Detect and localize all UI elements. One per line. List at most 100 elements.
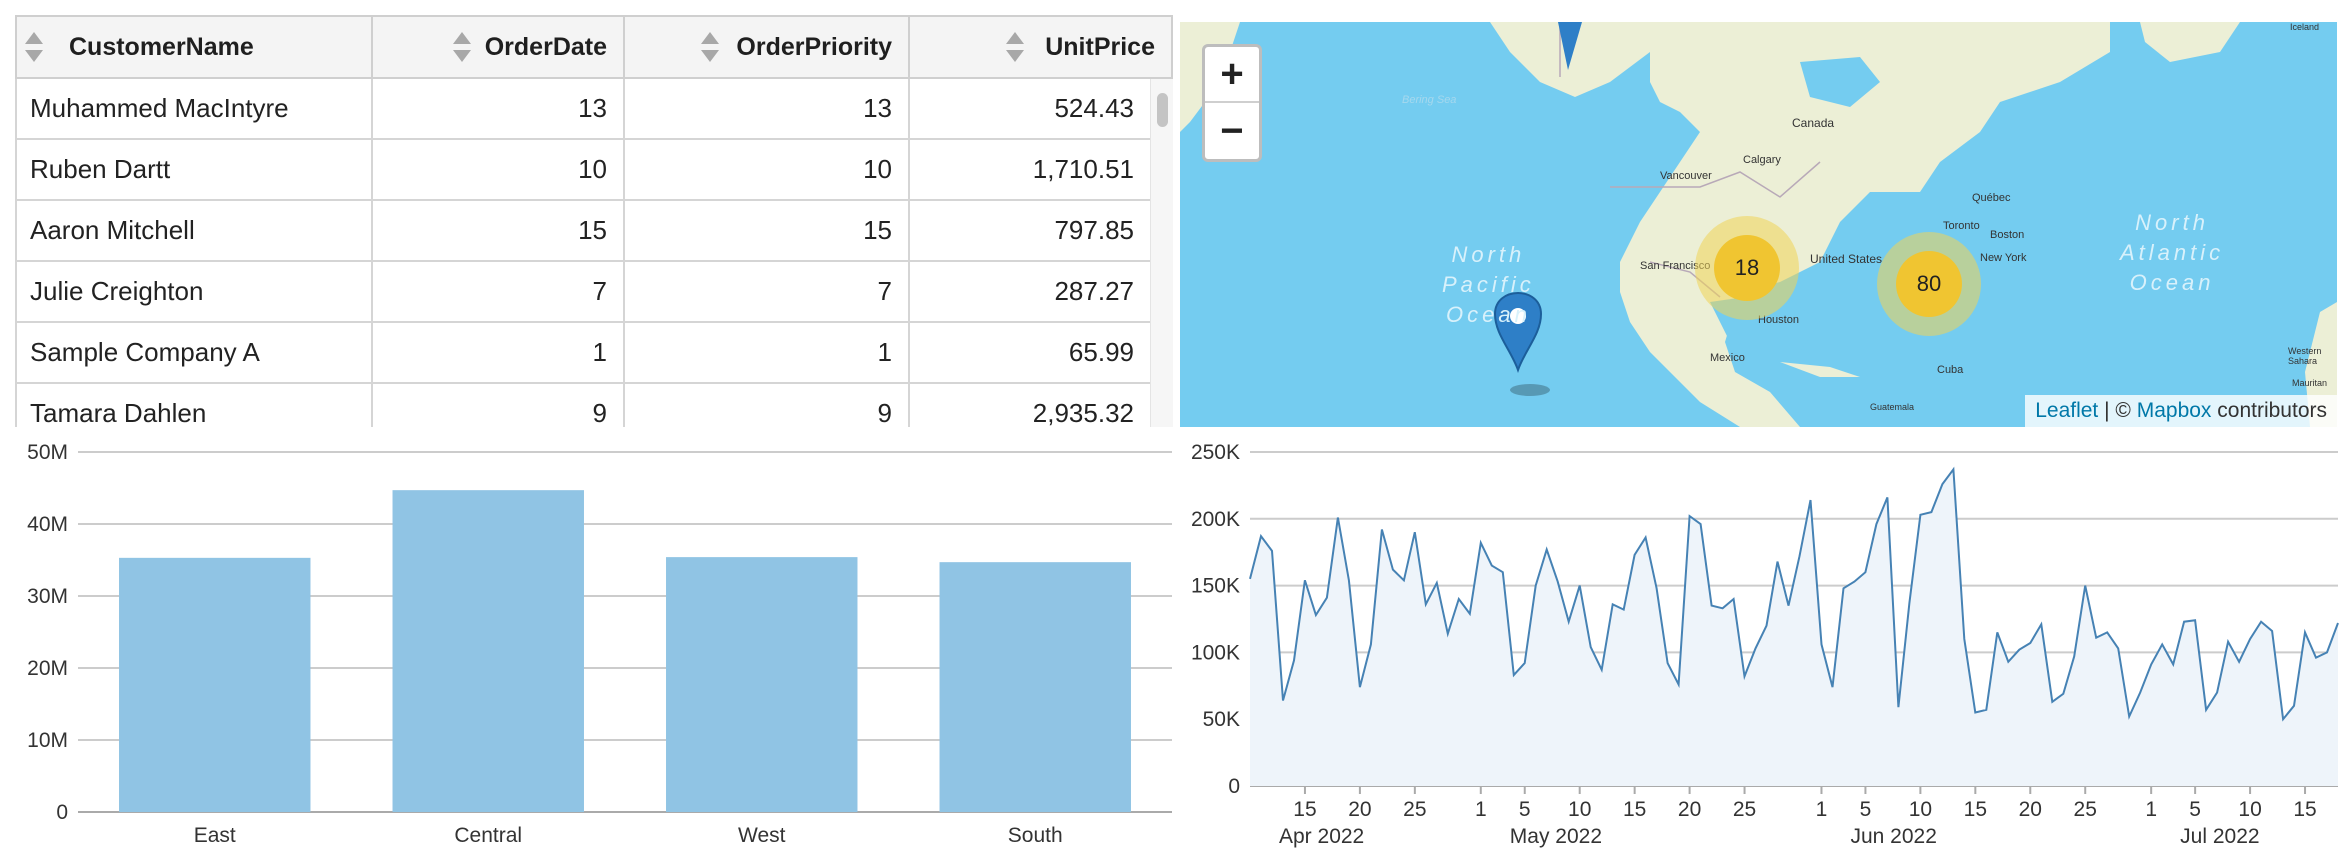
ocean-label: North Atlantic Ocean xyxy=(2120,210,2225,295)
x-tick-label: 5 xyxy=(2189,798,2201,821)
bar xyxy=(939,562,1131,812)
cell-orderpriority: 1 xyxy=(625,323,910,382)
bar xyxy=(392,490,584,812)
cluster-count: 18 xyxy=(1714,235,1780,301)
cell-orderdate: 13 xyxy=(373,79,625,138)
cell-unitprice: 287.27 xyxy=(1054,276,1134,306)
bar-chart: 0 10M 20M 30M 40M 50M East Central West South xyxy=(0,432,1175,866)
x-tick-label: East xyxy=(194,824,236,847)
y-tick-label: 20M xyxy=(27,657,68,680)
attribution-sep: | © xyxy=(2098,399,2137,422)
table-row[interactable]: Tamara Dahlen 9 9 2,935.32 xyxy=(15,384,1150,427)
cell-customername: Tamara Dahlen xyxy=(17,384,373,427)
zoom-in-button[interactable]: + xyxy=(1205,47,1259,103)
place-label: Guatemala xyxy=(1870,402,1915,412)
marker-cluster[interactable]: 18 xyxy=(1695,216,1799,320)
cell-unitprice: 524.43 xyxy=(1054,93,1134,123)
place-label: Western Sahara xyxy=(2288,346,2322,366)
cell-orderpriority: 13 xyxy=(625,79,910,138)
x-tick-label: West xyxy=(738,824,786,847)
y-tick-label: 50M xyxy=(27,441,68,464)
place-label: Mauritan xyxy=(2292,378,2328,388)
place-label: Cuba xyxy=(1937,364,1964,376)
x-tick-label: 10 xyxy=(1909,798,1932,821)
cell-orderdate: 9 xyxy=(373,384,625,427)
cell-orderpriority: 15 xyxy=(625,201,910,260)
y-tick-label: 30M xyxy=(27,585,68,608)
marker-icon[interactable] xyxy=(1493,292,1550,396)
table-row[interactable]: Muhammed MacIntyre 13 13 524.43 xyxy=(15,79,1150,140)
cell-customername: Aaron Mitchell xyxy=(17,201,373,260)
table-row[interactable]: Ruben Dartt 10 10 1,710.51 xyxy=(15,140,1150,201)
mapbox-link[interactable]: Mapbox xyxy=(2136,399,2212,422)
x-tick-label: 20 xyxy=(2019,798,2042,821)
sort-icon[interactable] xyxy=(453,32,471,64)
x-tick-label: 10 xyxy=(1568,798,1591,821)
cell-unitprice: 65.99 xyxy=(1068,337,1134,367)
x-tick-label: 25 xyxy=(1403,798,1426,821)
x-tick-label: 15 xyxy=(1623,798,1646,821)
y-tick-label: 200K xyxy=(1191,508,1240,531)
x-tick-label: Central xyxy=(454,824,522,847)
cell-orderpriority: 9 xyxy=(625,384,910,427)
sort-icon[interactable] xyxy=(1006,32,1024,64)
marker-icon[interactable] xyxy=(1558,22,1582,70)
cell-unitprice: 2,935.32 xyxy=(1032,398,1134,427)
table-body: Muhammed MacIntyre 13 13 524.43 Ruben Da… xyxy=(15,79,1150,427)
place-label: Boston xyxy=(1990,229,2025,241)
line-chart: 0 50K 100K 150K 200K 250K 15 20 25 1 5 10 15 20 25 1 5 10… xyxy=(1180,432,2350,866)
cell-orderpriority: 10 xyxy=(625,140,910,199)
x-tick-label: 10 xyxy=(2238,798,2261,821)
x-month-label: Jul 2022 xyxy=(2180,825,2259,848)
x-tick-label: 20 xyxy=(1678,798,1701,821)
column-header-customername[interactable]: CustomerName xyxy=(17,17,373,77)
x-tick-label: 1 xyxy=(1475,798,1487,821)
y-tick-label: 0 xyxy=(56,801,68,824)
leaflet-link[interactable]: Leaflet xyxy=(2035,399,2099,422)
cell-orderdate: 1 xyxy=(373,323,625,382)
column-label: UnitPrice xyxy=(1045,32,1155,61)
series-line xyxy=(1249,466,2339,722)
cell-customername: Sample Company A xyxy=(17,323,373,382)
cell-customername: Julie Creighton xyxy=(17,262,373,321)
y-tick-label: 250K xyxy=(1191,441,1240,464)
place-label: Toronto xyxy=(1943,220,1980,232)
column-label: OrderDate xyxy=(484,32,607,61)
place-label: Iceland xyxy=(2290,22,2320,32)
map[interactable]: North Pacific Ocean North Atlantic Ocean Can… xyxy=(1180,22,2337,427)
sort-icon[interactable] xyxy=(25,32,43,64)
y-tick-label: 100K xyxy=(1191,641,1240,664)
marker-cluster[interactable]: 80 xyxy=(1877,232,1981,336)
x-tick-label: South xyxy=(1008,824,1063,847)
x-tick-label: 15 xyxy=(1964,798,1987,821)
y-tick-label: 10M xyxy=(27,729,68,752)
data-table: CustomerName OrderDate OrderPriority Uni… xyxy=(15,15,1175,427)
y-tick-label: 50K xyxy=(1203,708,1240,731)
place-label: New York xyxy=(1980,252,2027,264)
column-header-orderdate[interactable]: OrderDate xyxy=(373,17,625,77)
column-header-orderpriority[interactable]: OrderPriority xyxy=(625,17,910,77)
x-tick-label: 25 xyxy=(1733,798,1756,821)
scrollbar-thumb[interactable] xyxy=(1157,93,1168,127)
cell-orderdate: 10 xyxy=(373,140,625,199)
bar xyxy=(119,557,311,812)
ocean-label: North Pacific Ocean xyxy=(1442,242,1535,327)
column-header-unitprice[interactable]: UnitPrice xyxy=(910,17,1171,77)
zoom-out-button[interactable]: − xyxy=(1220,108,1244,153)
area-fill xyxy=(1250,469,2338,786)
table-scrollbar[interactable] xyxy=(1150,79,1173,427)
x-month-label: Jun 2022 xyxy=(1850,825,1936,848)
sort-icon[interactable] xyxy=(701,32,719,64)
x-tick-label: 1 xyxy=(2145,798,2157,821)
table-row[interactable]: Aaron Mitchell 15 15 797.85 xyxy=(15,201,1150,262)
table-header: CustomerName OrderDate OrderPriority Uni… xyxy=(15,15,1173,79)
table-row[interactable]: Sample Company A 1 1 65.99 xyxy=(15,323,1150,384)
x-tick-label: 20 xyxy=(1348,798,1371,821)
y-tick-label: 0 xyxy=(1228,775,1240,798)
table-row[interactable]: Julie Creighton 7 7 287.27 xyxy=(15,262,1150,323)
y-tick-label: 40M xyxy=(27,513,68,536)
place-label: Calgary xyxy=(1743,154,1781,166)
x-tick-label: 1 xyxy=(1816,798,1828,821)
land-north-america xyxy=(1620,22,2110,427)
